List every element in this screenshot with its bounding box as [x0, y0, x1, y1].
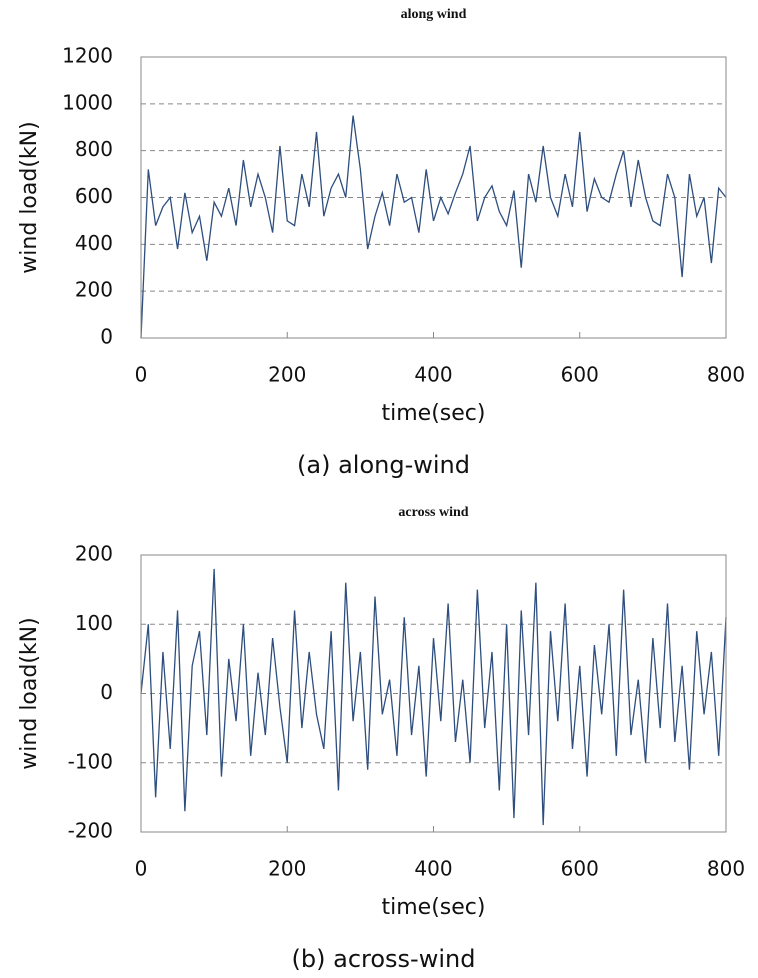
x-tick-label: 600: [561, 857, 599, 881]
y-tick-label: 600: [75, 184, 113, 208]
y-tick-label: 0: [100, 680, 113, 704]
y-tick-label: -200: [68, 819, 113, 843]
y-tick-label: 200: [75, 278, 113, 302]
y-tick-label: 1000: [62, 90, 113, 114]
y-axis-label: wind load(kN): [17, 617, 42, 769]
x-tick-label: 600: [561, 363, 599, 387]
x-tick-label: 0: [135, 857, 148, 881]
x-axis-label: time(sec): [382, 895, 486, 920]
x-axis-label: time(sec): [382, 401, 486, 426]
data-line: [140, 568, 727, 826]
x-tick-label: 400: [414, 857, 452, 881]
y-tick-label: 100: [75, 611, 113, 635]
x-tick-label: 0: [135, 363, 148, 387]
x-tick-label: 800: [707, 857, 745, 881]
plot-frame: [140, 554, 727, 833]
y-tick-label: 1200: [62, 44, 113, 68]
caption: (a) along-wind: [297, 451, 470, 479]
chart-title: across wind: [398, 505, 468, 520]
chart-title: along wind: [401, 7, 467, 22]
x-tick-label: 200: [268, 363, 306, 387]
plot-frame: [140, 56, 727, 339]
caption: (b) across-wind: [292, 945, 476, 973]
y-tick-label: 400: [75, 231, 113, 255]
y-tick-label: -100: [68, 749, 113, 773]
x-tick-label: 400: [414, 363, 452, 387]
y-axis-label: wind load(kN): [17, 121, 42, 273]
data-line: [140, 115, 727, 339]
y-tick-label: 0: [100, 325, 113, 349]
x-tick-label: 800: [707, 363, 745, 387]
y-tick-label: 800: [75, 137, 113, 161]
x-tick-label: 200: [268, 857, 306, 881]
y-tick-label: 200: [75, 542, 113, 566]
